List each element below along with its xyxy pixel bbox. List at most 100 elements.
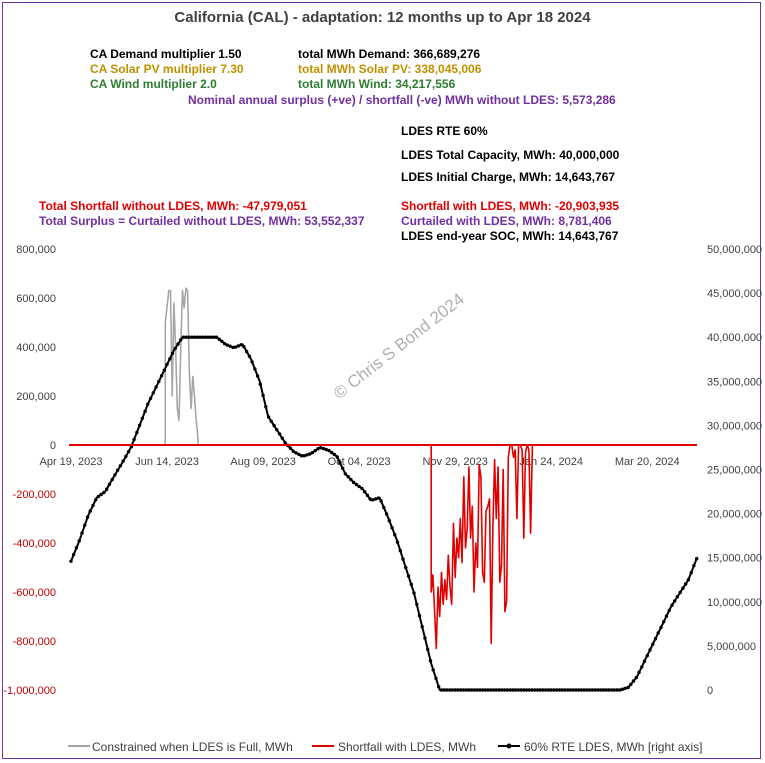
ldes-point <box>596 688 600 692</box>
ldes-point <box>500 688 504 692</box>
ldes-point <box>568 688 573 692</box>
left-tick-label: 600,000 <box>16 293 56 305</box>
ldes-point <box>299 454 304 458</box>
shortfall-no-ldes: Total Shortfall without LDES, MWh: -47,9… <box>39 199 307 213</box>
ldes-point <box>571 688 575 692</box>
ldes-initial: LDES Initial Charge, MWh: 14,643,767 <box>401 170 616 184</box>
ldes-point <box>255 374 260 378</box>
ldes-point <box>302 454 306 458</box>
ldes-point <box>475 688 479 692</box>
ldes-point <box>648 648 652 652</box>
series-line-0 <box>71 287 697 446</box>
ldes-point <box>538 688 542 692</box>
ldes-point <box>225 343 230 347</box>
ldes-point <box>324 447 328 452</box>
right-tick-label: 20,000,000 <box>707 509 762 521</box>
ldes-point <box>308 452 312 456</box>
ldes-point <box>656 631 660 635</box>
ldes-point <box>192 335 197 339</box>
ldes-point <box>258 382 262 386</box>
ldes-point <box>113 473 117 477</box>
ldes-point <box>335 455 339 459</box>
ldes-point <box>184 335 188 339</box>
ldes-point <box>684 582 688 586</box>
legend-ldes: 60% RTE LDES, MWh [right axis] <box>524 740 703 754</box>
ldes-point <box>642 659 647 663</box>
right-tick-label: 10,000,000 <box>707 597 762 609</box>
ldes-point <box>275 428 279 432</box>
ldes-point <box>557 688 562 692</box>
right-tick-label: 45,000,000 <box>707 288 762 300</box>
ldes-point <box>426 647 430 652</box>
ldes-point <box>105 487 109 491</box>
ldes-point <box>247 354 252 358</box>
ldes-point <box>206 335 210 339</box>
ldes-point <box>552 688 556 692</box>
ldes-point <box>601 688 606 692</box>
ldes-point <box>187 335 191 339</box>
ldes-point <box>585 688 589 692</box>
ldes-point <box>135 430 139 435</box>
ldes-point <box>417 613 422 618</box>
x-tick-label: Oct 04, 2023 <box>328 456 391 468</box>
demand-multiplier: CA Demand multiplier 1.50 <box>90 47 242 61</box>
right-tick-label: 50,000,000 <box>707 244 762 256</box>
legend-red-swatch <box>312 745 334 747</box>
ldes-point <box>453 688 457 692</box>
ldes-point <box>448 688 452 692</box>
ldes-point <box>176 342 180 346</box>
ldes-point <box>522 688 526 692</box>
ldes-point <box>428 659 433 663</box>
ldes-point <box>173 346 177 350</box>
ldes-point <box>546 688 551 692</box>
ldes-point <box>151 391 155 395</box>
ldes-point <box>615 688 619 692</box>
x-tick-label: Jan 24, 2024 <box>519 456 583 468</box>
left-tick-label: -600,000 <box>13 587 56 599</box>
ldes-point <box>233 345 238 349</box>
ldes-point <box>544 688 548 692</box>
x-tick-label: Nov 29, 2023 <box>422 456 487 468</box>
ldes-point <box>653 637 658 641</box>
ldes-point <box>659 625 663 630</box>
ldes-point <box>689 571 693 575</box>
ldes-point <box>673 599 677 603</box>
ldes-point <box>343 472 348 476</box>
ldes-point <box>442 688 446 692</box>
nominal-surplus: Nominal annual surplus (+ve) / shortfall… <box>188 93 616 107</box>
ldes-point <box>272 423 276 428</box>
wind-multiplier: CA Wind multiplier 2.0 <box>90 77 217 91</box>
right-tick-label: 15,000,000 <box>707 553 762 565</box>
ldes-point <box>214 335 219 339</box>
ldes-point <box>415 602 419 606</box>
ldes-point <box>511 688 515 692</box>
ldes-point <box>497 688 501 692</box>
ldes-point <box>297 452 301 456</box>
ldes-point <box>483 688 488 692</box>
ldes-point <box>593 688 597 692</box>
ldes-point <box>365 493 370 497</box>
ldes-point <box>445 688 449 692</box>
ldes-point <box>198 335 202 339</box>
ldes-point <box>209 335 213 339</box>
ldes-point <box>157 379 161 384</box>
ldes-point <box>631 679 636 683</box>
ldes-point <box>305 453 309 457</box>
ldes-point <box>294 451 298 455</box>
ldes-point <box>519 688 523 692</box>
ldes-point <box>94 498 98 502</box>
ldes-point <box>321 446 326 451</box>
ldes-point <box>74 546 79 550</box>
ldes-point <box>662 620 666 624</box>
ldes-point <box>566 688 570 692</box>
ldes-point <box>242 345 246 349</box>
ldes-point <box>244 349 249 354</box>
ldes-point <box>489 688 493 692</box>
ldes-point <box>590 688 595 692</box>
ldes-point <box>675 595 680 599</box>
ldes-point <box>264 405 268 409</box>
ldes-point <box>371 498 375 502</box>
ldes-point <box>620 687 625 691</box>
